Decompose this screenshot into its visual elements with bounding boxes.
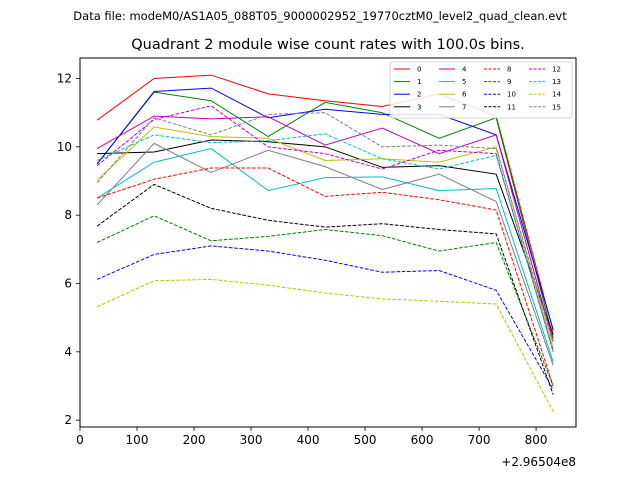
y-tick-label: 10 bbox=[57, 140, 72, 154]
y-axis-ticks: 2 4 6 8 10 12 bbox=[57, 72, 80, 427]
x-tick-label: 0 bbox=[76, 433, 84, 447]
legend-label-6: 6 bbox=[462, 91, 467, 99]
series-line-5 bbox=[96, 147, 554, 363]
y-tick-label: 2 bbox=[64, 413, 72, 427]
series-line-4 bbox=[96, 115, 554, 342]
series-line-15 bbox=[96, 112, 554, 344]
y-tick-label: 8 bbox=[64, 208, 72, 222]
legend-label-3: 3 bbox=[417, 103, 421, 111]
y-tick-label: 12 bbox=[57, 72, 72, 86]
legend-label-4: 4 bbox=[462, 66, 467, 74]
series-layer bbox=[96, 74, 554, 412]
series-line-3 bbox=[97, 139, 554, 335]
chart-suptitle: Data file: modeM0/AS1A05_088T05_90000029… bbox=[73, 9, 567, 23]
legend-label-12: 12 bbox=[552, 66, 561, 74]
series-line-14 bbox=[96, 278, 554, 412]
x-tick-label: 600 bbox=[411, 433, 434, 447]
legend-label-5: 5 bbox=[462, 78, 466, 86]
x-axis-ticks: 0 100 200 300 400 500 600 700 800 bbox=[76, 427, 548, 447]
axes-frame bbox=[79, 57, 577, 428]
series-line-13 bbox=[96, 133, 554, 352]
series-line-8 bbox=[96, 167, 554, 387]
series-line-11 bbox=[96, 183, 554, 395]
y-tick-label: 6 bbox=[64, 277, 72, 291]
series-line-12 bbox=[96, 105, 554, 352]
legend-label-10: 10 bbox=[507, 91, 516, 99]
series-line-9 bbox=[96, 215, 554, 387]
legend-label-2: 2 bbox=[417, 91, 421, 99]
legend-label-14: 14 bbox=[552, 91, 561, 99]
legend-label-11: 11 bbox=[507, 103, 516, 111]
x-tick-label: 200 bbox=[183, 433, 206, 447]
y-tick-label: 4 bbox=[64, 345, 72, 359]
series-line-6 bbox=[96, 126, 554, 349]
series-line-2 bbox=[96, 87, 554, 330]
legend-label-0: 0 bbox=[417, 66, 421, 74]
x-tick-label: 700 bbox=[468, 433, 491, 447]
series-line-10 bbox=[96, 245, 554, 390]
legend-label-7: 7 bbox=[462, 103, 466, 111]
legend-label-1: 1 bbox=[417, 78, 421, 86]
chart-title: Quadrant 2 module wise count rates with … bbox=[131, 37, 525, 53]
x-tick-label: 500 bbox=[354, 433, 377, 447]
legend-label-8: 8 bbox=[507, 66, 511, 74]
legend-label-9: 9 bbox=[507, 78, 511, 86]
legend-label-15: 15 bbox=[552, 103, 561, 111]
x-tick-label: 300 bbox=[240, 433, 263, 447]
legend-label-13: 13 bbox=[552, 78, 561, 86]
x-tick-label: 100 bbox=[126, 433, 149, 447]
series-line-1 bbox=[96, 91, 554, 339]
x-tick-label: 400 bbox=[297, 433, 320, 447]
x-tick-label: 800 bbox=[525, 433, 548, 447]
x-offset-label: +2.96504e8 bbox=[501, 455, 576, 469]
series-line-7 bbox=[96, 142, 554, 366]
legend-frame bbox=[389, 61, 573, 119]
